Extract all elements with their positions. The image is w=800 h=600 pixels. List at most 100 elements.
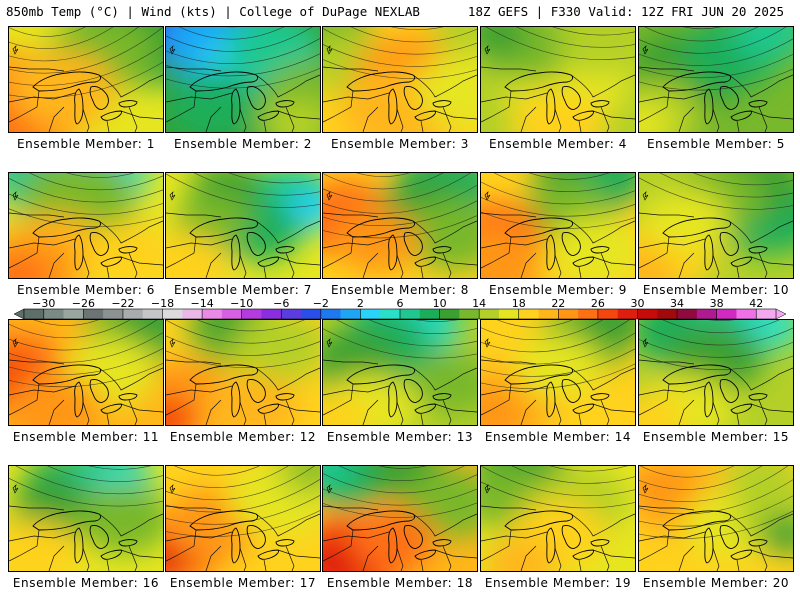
contour-line [639,466,734,478]
border-line [323,92,390,103]
colorbar-swatch [459,309,480,319]
great-lake-outline [662,510,732,531]
border-line [420,120,424,132]
great-lake-outline [257,256,279,267]
border-line [9,236,40,269]
great-lake-outline [748,539,768,547]
great-lake-outline [189,364,259,385]
contour-line [9,177,163,203]
border-line [520,399,537,425]
border-line [639,505,695,511]
station-marker [484,484,491,494]
border-line [277,110,320,120]
colorbar-tick-label: 2 [356,297,364,310]
border-line [481,238,548,249]
border-line [736,413,740,425]
contour-line [66,173,135,178]
border-line [82,547,90,571]
colorbar-swatch [261,309,282,319]
contour-line [639,353,793,370]
ensemble-member-map [165,319,321,426]
contour-line [197,320,305,332]
temperature-field-map [323,27,477,132]
border-line [120,403,163,413]
border-line [758,252,768,278]
great-lake-outline [231,527,241,564]
contour-line [323,473,477,494]
border-line [412,513,477,537]
ensemble-member-map [322,465,478,572]
great-lake-outline [118,393,138,401]
contour-line [639,68,793,91]
colorbar-swatch [756,309,777,319]
border-line [106,120,110,132]
border-line [106,559,110,571]
colorbar-swatch [597,309,618,319]
contour-line [9,320,158,351]
colorbar-tick-label: −30 [32,297,56,310]
station-marker [12,484,19,494]
ensemble-member-label: Ensemble Member: 13 [326,430,474,444]
border-line [750,256,793,266]
great-lake-outline [432,246,452,254]
temperature-region [333,209,421,273]
contour-line [9,27,163,74]
border-line [166,531,233,542]
temperature-field-map [166,466,320,571]
contour-line [9,27,139,62]
border-line [481,383,512,416]
border-line [434,403,477,413]
great-lake-outline [100,403,122,414]
colorbar-tick-label: −6 [273,297,290,310]
temperature-region [481,27,529,56]
colorbar-swatch [83,309,104,319]
contour-line [481,348,635,377]
ensemble-member-map [8,465,164,572]
border-line [239,108,247,132]
great-lake-outline [546,234,556,271]
border-line [554,401,562,425]
ensemble-member-map [322,172,478,279]
temperature-region [642,188,729,252]
contour-line [9,27,86,37]
great-lake-outline [32,510,102,531]
border-line [128,106,138,132]
contour-line [481,181,635,205]
temperature-region [639,103,672,132]
colorbar-swatch [142,309,163,319]
border-line [166,236,197,269]
colorbar-tick-labels: −30 −26 −22 −18 −14 −10 −6 −2 2 6 10 14 18 22 26 30 34 38… [14,297,786,310]
border-line [205,545,222,571]
ensemble-member-label: Ensemble Member: 2 [173,137,313,151]
great-lake-outline [662,217,732,238]
contour-line [497,320,573,328]
colorbar-swatch [637,309,658,319]
temperature-region [9,254,50,278]
border-line [263,413,267,425]
contour-line [549,466,628,472]
border-line [106,266,110,278]
great-lake-outline [432,393,452,401]
ensemble-member-label: Ensemble Member: 20 [642,576,790,590]
ensemble-member-label: Ensemble Member: 7 [173,283,313,297]
contour-line [662,320,780,334]
colorbar-swatch [716,309,737,319]
contour-line [323,43,477,67]
great-lake-outline [546,381,556,418]
temperature-field-map [166,27,320,132]
great-lake-outline [704,234,714,271]
chart-title: 850mb Temp (°C) | Wind (kts) | College o… [6,4,420,19]
contour-line [639,323,793,346]
ensemble-member-label: Ensemble Member: 15 [642,430,790,444]
great-lake-outline [561,232,581,256]
contour-line [166,27,313,52]
contour-line [639,495,793,527]
temperature-region [410,351,477,415]
contour-line [9,332,163,363]
contour-line [9,27,114,49]
contour-line [481,320,630,353]
great-lake-outline [388,234,398,271]
contour-line [639,38,793,66]
station-marker [326,484,333,494]
border-line [82,254,90,278]
